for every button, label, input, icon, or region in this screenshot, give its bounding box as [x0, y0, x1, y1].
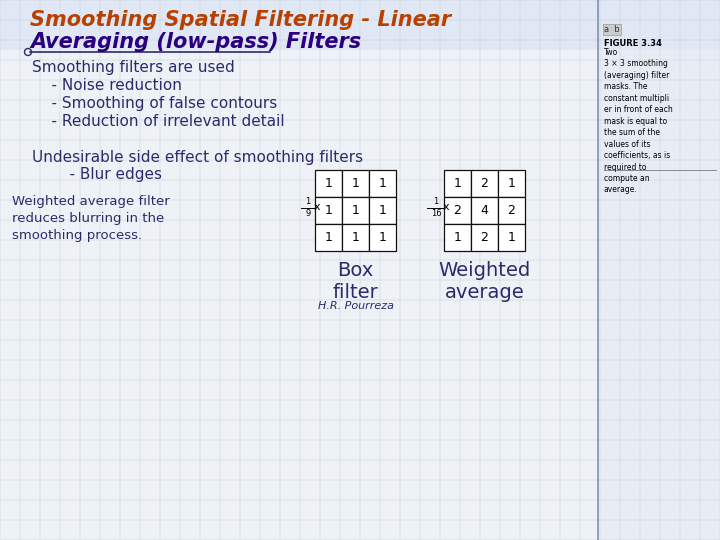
Text: Weighted average filter: Weighted average filter [12, 195, 170, 208]
Text: 1: 1 [433, 198, 438, 206]
Bar [444, 224, 471, 251]
Text: 1: 1 [379, 177, 387, 190]
Text: smoothing process.: smoothing process. [12, 229, 142, 242]
Bar [498, 224, 525, 251]
Text: 2: 2 [480, 177, 488, 190]
Text: 1: 1 [325, 204, 333, 217]
Text: Two
3 × 3 smoothing
(averaging) filter
masks. The
constant multipli
er in front : Two 3 × 3 smoothing (averaging) filter m… [604, 48, 672, 194]
Text: x: x [314, 202, 320, 213]
Text: Averaging (low-pass) Filters: Averaging (low-pass) Filters [30, 32, 361, 52]
Text: FIGURE 3.34: FIGURE 3.34 [604, 39, 662, 48]
Text: 1: 1 [325, 231, 333, 244]
Text: - Blur edges: - Blur edges [50, 167, 162, 182]
Text: 1: 1 [454, 231, 462, 244]
Text: 2: 2 [454, 204, 462, 217]
Bar [315, 170, 342, 197]
Bar [342, 224, 369, 251]
Bar [342, 197, 369, 224]
Bar [315, 224, 342, 251]
Text: 1: 1 [351, 231, 359, 244]
Text: - Noise reduction: - Noise reduction [32, 78, 182, 93]
Text: x: x [443, 202, 449, 213]
Text: 1: 1 [351, 204, 359, 217]
Bar [0, 0, 720, 50]
Text: - Smoothing of false contours: - Smoothing of false contours [32, 96, 277, 111]
Text: Smoothing filters are used: Smoothing filters are used [32, 60, 235, 75]
Bar [369, 170, 396, 197]
Text: 1: 1 [454, 177, 462, 190]
Bar [498, 197, 525, 224]
Bar [369, 197, 396, 224]
Text: 1: 1 [305, 198, 310, 206]
Text: Undesirable side effect of smoothing filters: Undesirable side effect of smoothing fil… [32, 150, 363, 165]
Text: 1: 1 [325, 177, 333, 190]
Text: 9: 9 [305, 208, 310, 218]
Text: Weighted
average: Weighted average [438, 261, 531, 302]
Bar [471, 197, 498, 224]
Text: 1: 1 [508, 177, 516, 190]
Text: 2: 2 [480, 231, 488, 244]
Text: 4: 4 [480, 204, 488, 217]
Bar [315, 197, 342, 224]
Text: 2: 2 [508, 204, 516, 217]
Text: 1: 1 [379, 231, 387, 244]
Bar [444, 170, 471, 197]
Bar [471, 224, 498, 251]
Bar [444, 197, 471, 224]
Text: 1: 1 [508, 231, 516, 244]
Text: - Reduction of irrelevant detail: - Reduction of irrelevant detail [32, 114, 284, 129]
Text: 1: 1 [351, 177, 359, 190]
Text: Box
filter: Box filter [333, 261, 379, 302]
Text: reduces blurring in the: reduces blurring in the [12, 212, 164, 225]
Bar [342, 170, 369, 197]
Bar [471, 170, 498, 197]
Bar [498, 170, 525, 197]
Bar [600, 0, 720, 540]
Text: 1: 1 [379, 204, 387, 217]
Text: H.R. Pourreza: H.R. Pourreza [318, 301, 394, 311]
Text: 16: 16 [431, 208, 441, 218]
Text: Smoothing Spatial Filtering - Linear: Smoothing Spatial Filtering - Linear [30, 10, 451, 30]
Bar [369, 224, 396, 251]
Text: a  b: a b [604, 25, 620, 34]
